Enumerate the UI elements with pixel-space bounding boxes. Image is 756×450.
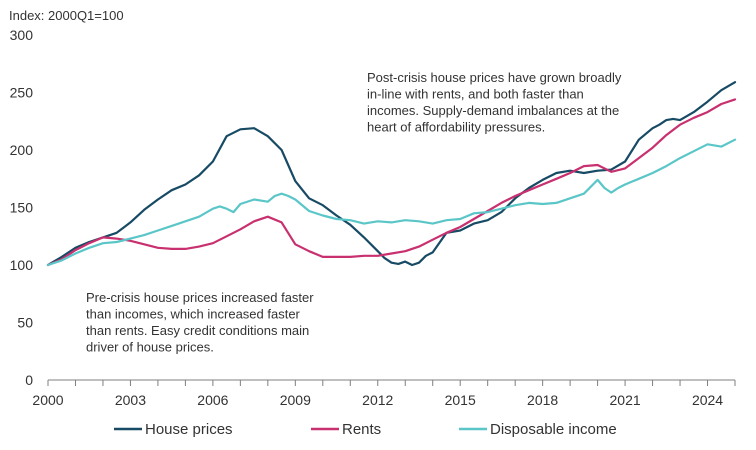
y-tick-label: 0	[25, 372, 33, 388]
annotation-pre-crisis-line: than rents. Easy credit conditions main	[86, 323, 309, 338]
series-line-disposable-income	[46, 138, 737, 267]
legend-label-disposable-income: Disposable income	[490, 421, 617, 438]
legend-label-house-prices: House prices	[145, 421, 233, 438]
annotation-pre-crisis-line: Pre-crisis house prices increased faster	[86, 290, 314, 305]
x-tick-label: 2015	[445, 392, 476, 408]
y-tick-label: 300	[10, 27, 34, 43]
series-group	[46, 81, 737, 267]
legend: House prices Rents Disposable income	[114, 421, 617, 438]
x-tick-label: 2006	[197, 392, 228, 408]
annotation-post-crisis-line: Post-crisis house prices have grown broa…	[367, 70, 622, 85]
annotation-pre-crisis: Pre-crisis house prices increased faster…	[86, 290, 317, 355]
y-tick-label: 200	[10, 142, 34, 158]
annotation-post-crisis-line: in-line with rents, and both faster than	[367, 87, 584, 102]
x-tick-label: 2024	[692, 392, 723, 408]
x-tick-label: 2003	[115, 392, 146, 408]
series-line-rents	[46, 98, 737, 267]
annotation-post-crisis-line: incomes. Supply-demand imbalances at the	[367, 103, 619, 118]
y-axis: 0 50 100 150 200 250 300	[10, 27, 34, 388]
annotation-pre-crisis-line: driver of house prices.	[86, 340, 214, 355]
y-axis-units-label: Index: 2000Q1=100	[9, 8, 124, 23]
x-axis: 2000 2003 2006 2009 2012 2015 2018 2021 2024	[32, 379, 736, 408]
x-tick-label: 2021	[610, 392, 641, 408]
annotation-post-crisis-line: heart of affordability pressures.	[367, 120, 545, 135]
series-line-house-prices	[46, 81, 737, 267]
y-tick-label: 50	[17, 315, 33, 331]
y-tick-label: 150	[10, 200, 34, 216]
x-tick-label: 2009	[280, 392, 311, 408]
annotation-pre-crisis-line: than incomes, which increased faster	[86, 307, 301, 322]
x-tick-label: 2000	[32, 392, 63, 408]
y-tick-label: 100	[10, 257, 34, 273]
annotation-post-crisis: Post-crisis house prices have grown broa…	[367, 70, 625, 135]
x-tick-label: 2012	[362, 392, 393, 408]
legend-label-rents: Rents	[342, 421, 381, 438]
y-tick-label: 250	[10, 85, 34, 101]
x-tick-label: 2018	[527, 392, 558, 408]
